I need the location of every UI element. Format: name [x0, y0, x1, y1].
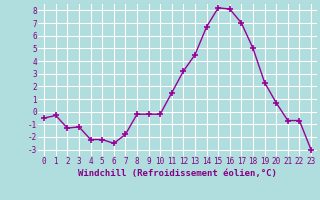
X-axis label: Windchill (Refroidissement éolien,°C): Windchill (Refroidissement éolien,°C) — [78, 169, 277, 178]
